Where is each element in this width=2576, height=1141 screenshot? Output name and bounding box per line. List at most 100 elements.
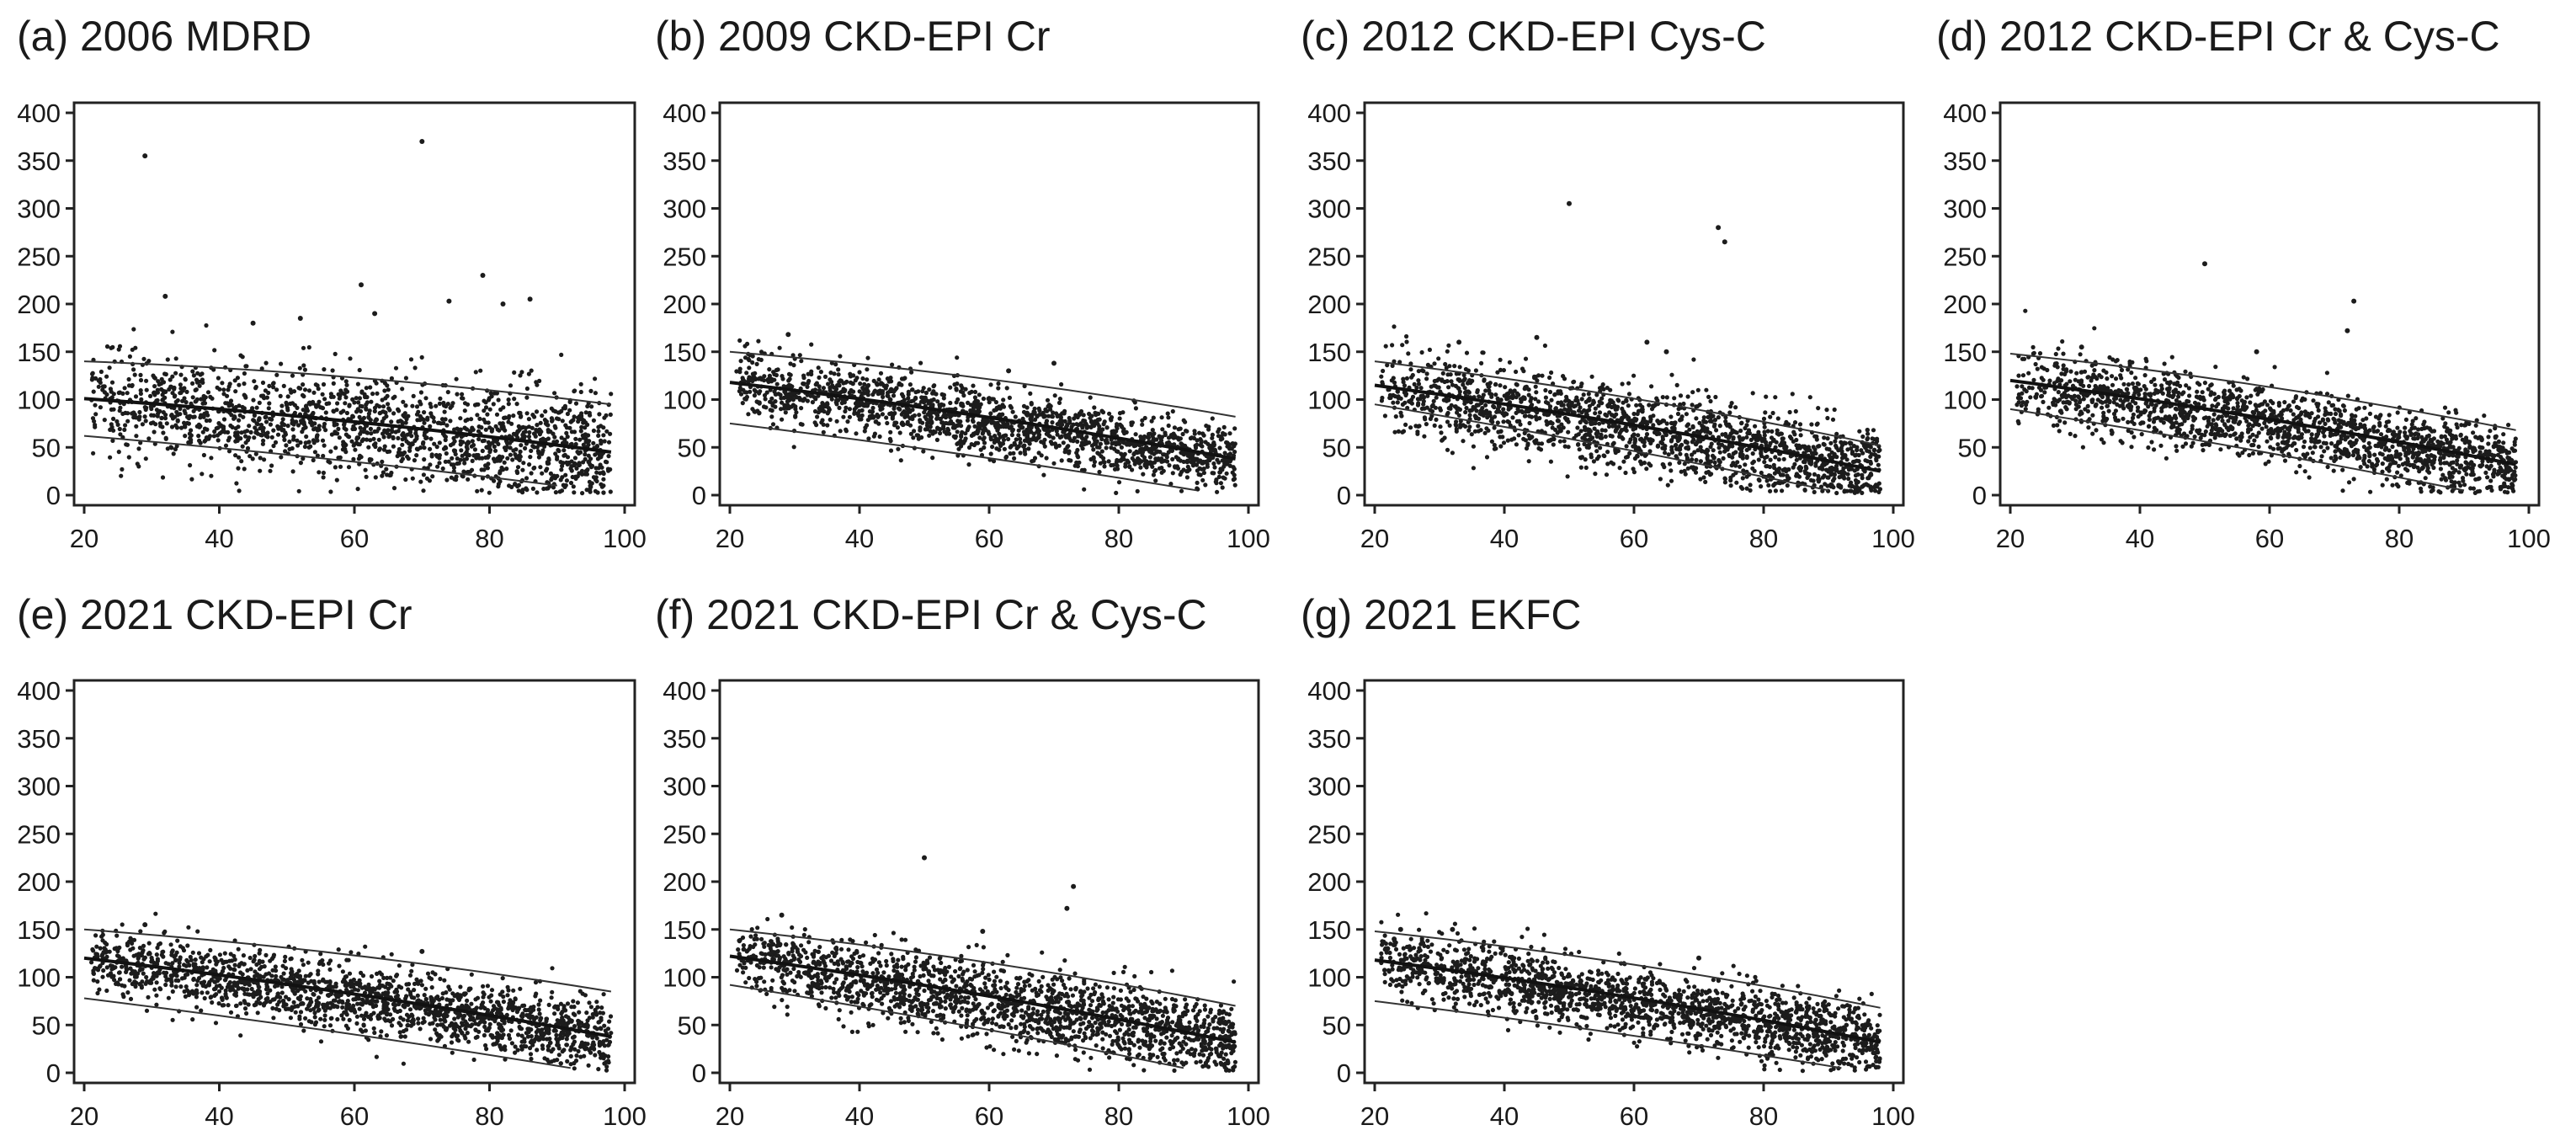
data-point <box>1579 397 1584 402</box>
data-point <box>423 396 428 401</box>
data-point <box>598 462 603 467</box>
data-point <box>476 429 482 434</box>
data-point <box>1092 463 1097 468</box>
data-point <box>514 433 519 438</box>
data-point <box>1808 477 1813 483</box>
data-point <box>364 474 369 479</box>
data-point <box>1004 386 1009 391</box>
data-point <box>929 398 934 403</box>
data-point <box>828 417 833 422</box>
data-point <box>1018 451 1023 456</box>
data-point <box>174 425 180 430</box>
data-point <box>1474 403 1479 408</box>
outlier-point <box>1006 368 1012 374</box>
data-point <box>407 448 412 453</box>
data-point <box>1057 397 1062 402</box>
data-point <box>518 410 523 416</box>
data-point <box>1516 408 1521 413</box>
data-point <box>1703 479 1708 485</box>
x-tick-label: 60 <box>975 524 1003 553</box>
data-point <box>928 424 933 429</box>
data-point <box>579 472 585 477</box>
data-point <box>136 446 141 451</box>
x-tick-label: 80 <box>1104 524 1133 553</box>
data-point <box>316 403 321 408</box>
data-point <box>429 413 434 419</box>
data-point <box>1176 457 1181 462</box>
data-point <box>560 475 565 480</box>
data-point <box>400 442 405 447</box>
data-point <box>437 461 442 466</box>
data-point <box>455 392 460 397</box>
data-point <box>1841 466 1846 471</box>
data-point <box>273 440 279 445</box>
data-point <box>110 438 115 444</box>
data-point <box>1445 410 1450 416</box>
data-point <box>512 370 517 375</box>
data-point <box>1127 449 1132 454</box>
data-point <box>529 448 534 454</box>
data-point <box>764 405 769 410</box>
data-point <box>182 386 187 391</box>
data-point <box>542 444 547 449</box>
data-point <box>1548 459 1553 464</box>
data-point <box>1104 445 1109 451</box>
data-point <box>1009 444 1014 449</box>
data-point <box>458 416 463 421</box>
data-point <box>401 413 406 418</box>
data-point <box>1066 444 1071 449</box>
data-point <box>556 448 562 454</box>
data-point <box>209 456 214 461</box>
data-point <box>524 476 530 481</box>
data-point <box>296 488 301 493</box>
data-point <box>934 392 939 397</box>
data-point <box>1794 457 1799 462</box>
data-point <box>1664 395 1669 400</box>
data-point <box>303 408 308 413</box>
data-point <box>1802 488 1807 493</box>
data-point <box>486 440 491 445</box>
data-point <box>1727 410 1732 415</box>
data-point <box>1092 424 1097 429</box>
data-point <box>93 424 98 429</box>
data-point <box>321 381 327 387</box>
data-point <box>1212 465 1217 470</box>
data-point <box>321 453 326 459</box>
data-point <box>1416 378 1421 383</box>
data-point <box>155 387 160 392</box>
y-tick-label: 50 <box>32 433 61 462</box>
data-point <box>342 425 347 431</box>
data-point <box>1713 394 1718 400</box>
data-point <box>1793 408 1798 414</box>
data-point <box>247 424 252 429</box>
data-point <box>950 425 955 430</box>
data-point <box>870 405 876 411</box>
data-point <box>857 417 862 422</box>
data-point <box>1869 472 1874 477</box>
data-point <box>1870 436 1875 441</box>
data-point <box>338 455 343 460</box>
data-point <box>1797 422 1803 427</box>
data-point <box>588 388 593 393</box>
data-point <box>942 429 947 435</box>
data-point <box>1708 398 1713 404</box>
data-point <box>319 405 324 410</box>
data-point <box>139 397 144 402</box>
data-point <box>260 380 266 386</box>
data-point <box>243 440 248 445</box>
data-point <box>762 378 767 383</box>
data-point <box>836 397 841 403</box>
data-point <box>1762 460 1767 465</box>
data-point <box>1216 427 1221 432</box>
data-point <box>774 367 780 373</box>
data-point <box>466 477 471 482</box>
data-point <box>923 427 928 432</box>
data-point <box>1603 428 1608 433</box>
data-point <box>1453 422 1458 427</box>
data-point <box>302 367 307 372</box>
data-point <box>420 441 426 446</box>
data-point <box>1424 422 1429 427</box>
y-tick-label: 300 <box>1307 195 1351 224</box>
data-point <box>1200 461 1206 466</box>
data-point <box>1101 459 1106 464</box>
